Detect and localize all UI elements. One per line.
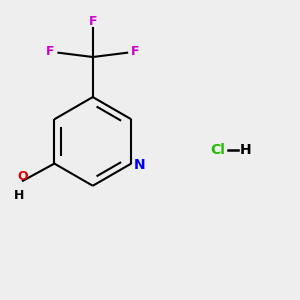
Text: F: F <box>88 15 97 28</box>
Text: H: H <box>240 143 252 157</box>
Text: H: H <box>14 189 25 202</box>
Text: O: O <box>18 170 28 183</box>
Text: F: F <box>131 45 140 58</box>
Text: F: F <box>46 45 55 58</box>
Text: Cl: Cl <box>210 143 225 157</box>
Text: N: N <box>134 158 145 172</box>
